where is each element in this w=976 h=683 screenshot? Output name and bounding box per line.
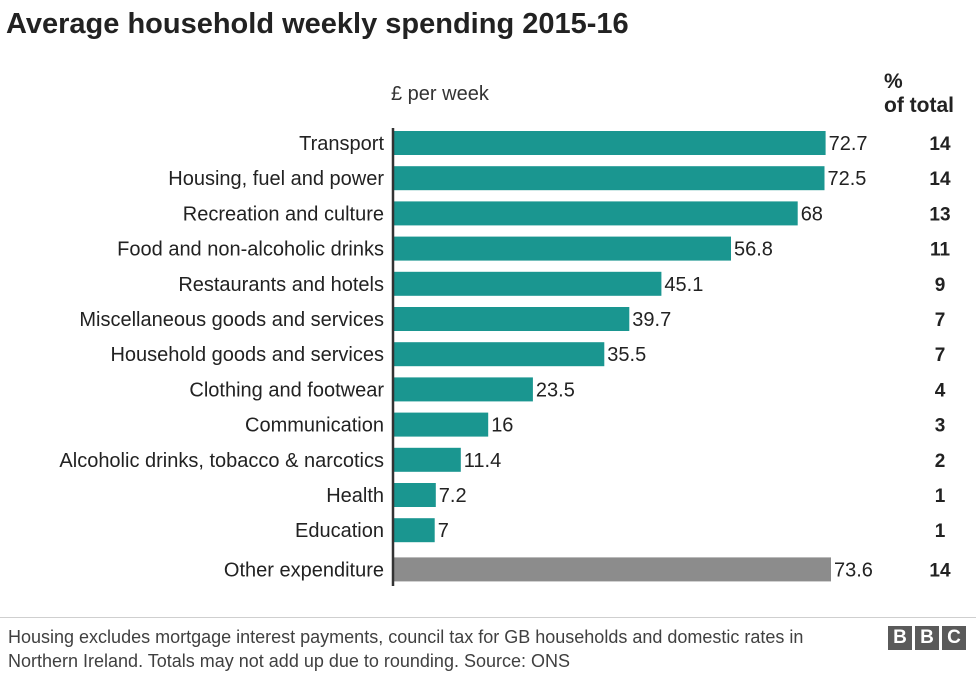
percent-label: 7 [935, 345, 946, 366]
bar [393, 201, 798, 226]
value-label: 7 [438, 520, 449, 542]
bar [393, 377, 533, 402]
value-label: 35.5 [607, 344, 646, 366]
bar [393, 166, 825, 191]
value-label: 16 [491, 415, 513, 437]
footer-divider [0, 617, 976, 618]
category-label: Other expenditure [224, 559, 384, 581]
percent-label: 7 [935, 310, 946, 331]
category-label: Restaurants and hotels [178, 274, 384, 296]
category-label: Alcoholic drinks, tobacco & narcotics [59, 450, 384, 472]
bar [393, 271, 662, 296]
category-label: Household goods and services [110, 344, 384, 366]
value-label: 45.1 [664, 274, 703, 296]
bar [393, 131, 826, 155]
percent-label: 2 [935, 451, 946, 472]
bar [393, 412, 489, 437]
value-label: 39.7 [632, 309, 671, 331]
value-label: 56.8 [734, 239, 773, 261]
footnote: Housing excludes mortgage interest payme… [8, 627, 804, 671]
category-label: Food and non-alcoholic drinks [117, 239, 384, 261]
bar [393, 307, 630, 331]
bbc-logo-letter: B [915, 626, 939, 650]
bar [393, 342, 605, 367]
percent-label: 4 [935, 380, 946, 401]
bar [393, 236, 731, 261]
percent-label: 14 [929, 169, 951, 190]
percent-label: 1 [935, 521, 946, 542]
percent-label: 3 [935, 416, 946, 437]
bbc-logo-letter: C [942, 626, 966, 650]
percent-label: 14 [929, 134, 951, 155]
percent-label: 1 [935, 486, 946, 507]
value-label: 72.7 [829, 133, 868, 155]
value-label: 7.2 [439, 485, 467, 507]
category-label: Transport [299, 133, 384, 155]
category-label: Miscellaneous goods and services [79, 309, 384, 331]
value-label: 23.5 [536, 379, 575, 401]
category-label: Clothing and footwear [189, 379, 384, 401]
bar [393, 557, 831, 582]
value-label: 11.4 [464, 450, 501, 472]
value-label: 72.5 [828, 168, 867, 190]
percent-label: 14 [929, 560, 951, 581]
x-axis-label: £ per week [391, 83, 490, 105]
percent-label: 13 [929, 204, 950, 225]
category-label: Education [295, 520, 384, 542]
category-label: Communication [245, 415, 384, 437]
value-label: 68 [801, 203, 823, 225]
category-label: Health [326, 485, 384, 507]
percent-label: 11 [930, 240, 951, 261]
bar [393, 518, 435, 543]
percent-column-header: % of total [884, 70, 954, 117]
value-label: 73.6 [834, 559, 873, 581]
percent-label: 9 [935, 275, 946, 296]
category-label: Recreation and culture [183, 203, 384, 225]
bar [393, 483, 436, 507]
chart-title: Average household weekly spending 2015-1… [6, 8, 629, 40]
bbc-logo-letter: B [888, 626, 912, 650]
category-label: Housing, fuel and power [168, 168, 384, 190]
bar [393, 447, 461, 472]
bbc-logo: B B C [888, 626, 966, 650]
